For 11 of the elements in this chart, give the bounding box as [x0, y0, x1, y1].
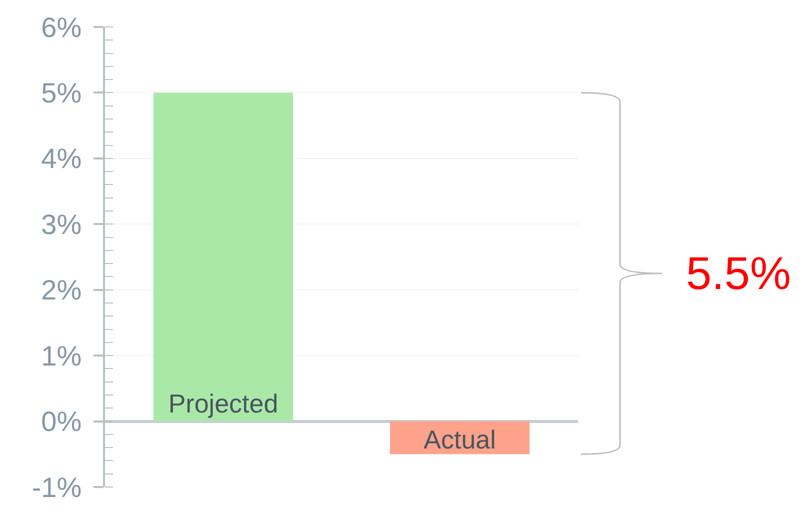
y-tick-label: 1% — [41, 340, 82, 372]
text: 5.5% — [686, 247, 791, 299]
y-tick-label: 5% — [41, 78, 82, 109]
x-tick-label: Actual — [424, 424, 496, 454]
x-tick-label: Projected — [168, 388, 278, 418]
y-tick-label: 2% — [41, 274, 82, 306]
y-tick-label: 3% — [41, 208, 82, 240]
y-tick-label: -1% — [32, 472, 82, 503]
y-tick-label: 0% — [41, 406, 82, 438]
y-tick-label: 4% — [41, 143, 82, 174]
y-tick-label: 6% — [41, 12, 82, 43]
